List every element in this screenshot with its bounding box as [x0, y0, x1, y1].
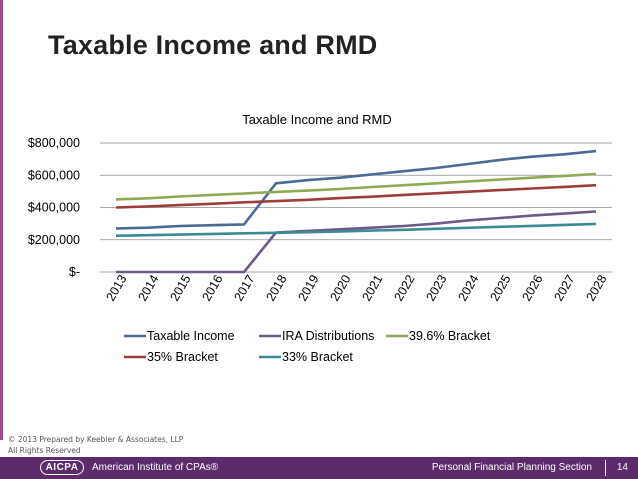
y-tick-label: $400,000 — [28, 201, 80, 215]
y-tick-label: $800,000 — [28, 136, 80, 150]
legend-label: 33% Bracket — [282, 350, 353, 364]
legend-label: 35% Bracket — [147, 350, 218, 364]
y-tick-label: $200,000 — [28, 233, 80, 247]
copyright-notice: © 2013 Prepared by Keebler & Associates,… — [8, 434, 183, 456]
x-tick-label: 2024 — [456, 272, 482, 303]
y-tick-label: $600,000 — [28, 168, 80, 182]
x-tick-label: 2020 — [328, 272, 354, 303]
footer-section-name: Personal Financial Planning Section — [431, 462, 592, 473]
page-number: 14 — [616, 462, 628, 473]
copyright-line-2: All Rights Reserved — [8, 446, 81, 455]
x-tick-label: 2019 — [296, 272, 322, 303]
series-line-39-6-bracket — [115, 172, 597, 201]
x-tick-label: 2026 — [520, 272, 546, 303]
x-tick-label: 2017 — [232, 272, 258, 303]
x-tick-label: 2025 — [488, 272, 514, 303]
x-tick-label: 2014 — [136, 272, 162, 303]
footer-bar: AICPA American Institute of CPAs® Person… — [0, 457, 638, 479]
series-line-ira-distributions — [116, 210, 597, 274]
legend-label: IRA Distributions — [282, 329, 374, 343]
copyright-line-1: © 2013 Prepared by Keebler & Associates,… — [8, 435, 184, 444]
x-tick-label: 2021 — [360, 272, 386, 303]
series-line-35-bracket — [115, 183, 597, 209]
x-tick-label: 2023 — [424, 272, 450, 303]
legend-label: 39.6% Bracket — [409, 329, 491, 343]
line-chart: Taxable Income and RMD $- $200,000 $400,00… — [28, 112, 612, 364]
series-line-taxable-income — [115, 149, 597, 230]
series-line-33-bracket — [115, 222, 597, 237]
aicpa-logo: AICPA — [40, 460, 84, 475]
x-tick-label: 2027 — [552, 272, 578, 303]
slide-title: Taxable Income and RMD — [48, 30, 378, 60]
x-tick-label: 2013 — [104, 272, 130, 303]
x-tick-label: 2016 — [200, 272, 226, 303]
y-tick-label: $- — [69, 265, 80, 279]
footer-organization: American Institute of CPAs® — [92, 462, 219, 473]
x-tick-label: 2018 — [264, 272, 290, 303]
x-tick-label: 2022 — [392, 272, 418, 303]
legend-label: Taxable Income — [147, 329, 235, 343]
slide-accent-bar — [0, 0, 3, 440]
x-tick-label: 2028 — [584, 272, 610, 303]
chart-title: Taxable Income and RMD — [242, 112, 392, 127]
footer-divider — [605, 460, 606, 476]
x-tick-label: 2015 — [168, 272, 194, 303]
